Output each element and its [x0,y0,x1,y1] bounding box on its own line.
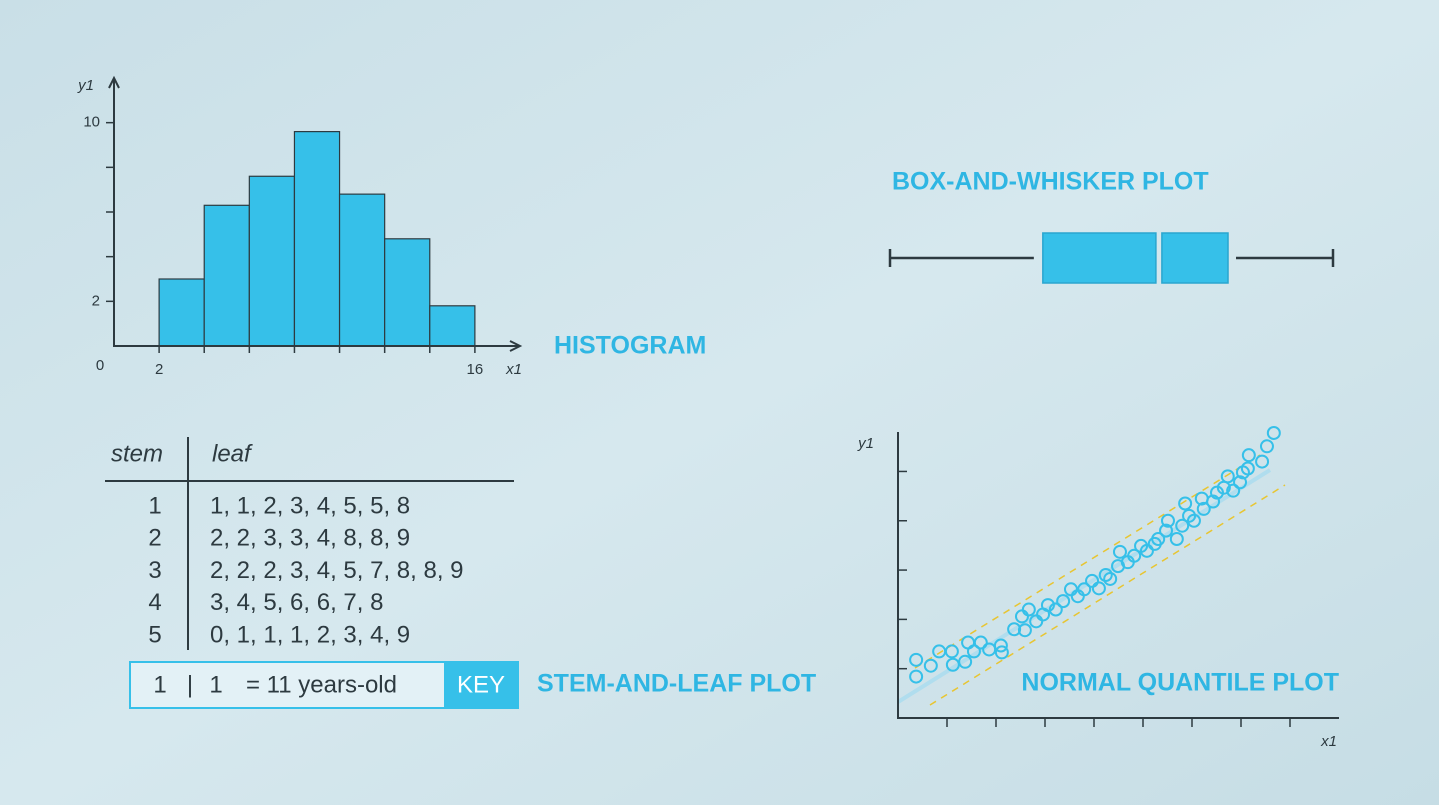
point [1127,548,1142,563]
point [1098,568,1113,582]
bar [158,278,205,347]
key-label: KEY [457,671,505,698]
leaf-header: leaf [212,440,253,467]
point [1021,602,1036,617]
x-arrow [509,340,523,352]
leaves: 1, 1, 2, 3, 4, 5, 5, 8 [210,492,410,519]
point [1240,461,1255,476]
point [1259,439,1274,454]
point [1255,454,1270,469]
stem: 5 [148,622,161,649]
point [1103,571,1118,586]
point [1091,581,1106,596]
point [994,645,1009,660]
point [1196,501,1211,516]
point [958,654,973,669]
box-lower [1042,232,1157,284]
bar [293,131,341,347]
point [1169,532,1184,547]
stem-leaf-title: STEM-AND-LEAF PLOT [537,670,816,698]
x-tick-label: 16 [467,361,484,378]
point [1206,494,1221,509]
point [1175,518,1190,533]
origin-label: 0 [96,357,104,374]
point [1266,425,1281,440]
point [993,638,1008,653]
key-separator: | [187,671,193,698]
point [966,644,981,659]
stem: 4 [148,589,161,616]
stem: 2 [148,525,161,552]
point [1233,475,1248,490]
point [1085,573,1100,588]
point [1160,513,1175,528]
bar [384,238,431,347]
point [1139,543,1154,558]
point [909,652,924,667]
key-meaning: = 11 years-old [246,671,397,698]
y-tick-label: 10 [83,114,100,131]
bar [248,175,296,347]
leaves: 2, 2, 2, 3, 4, 5, 7, 8, 8, 9 [210,557,464,584]
point [1159,523,1174,538]
y-arrow [108,75,120,89]
chart-title: NORMAL QUANTILE PLOT [1021,669,1339,697]
y-label: y1 [857,435,874,452]
point [1048,602,1063,617]
bound-upper [914,454,1261,669]
y-label: y1 [77,77,94,94]
stem: 3 [148,557,161,584]
point [944,644,959,659]
bar [429,305,476,347]
y-tick-label: 2 [92,292,100,309]
key-leaf: 1 [209,671,222,698]
point [909,669,924,684]
point [1178,496,1193,511]
point [1056,594,1071,609]
x-label: x1 [505,361,522,378]
chart-title: HISTOGRAM [554,332,706,360]
point [973,635,988,650]
point [923,658,938,673]
point [1112,544,1127,559]
point [1077,582,1092,597]
point [1226,483,1241,498]
stem: 1 [148,492,161,519]
charts: 2 10 2 16 0 y1 x1 HISTOGRAM BOX-AND-WHISKER PLOT… [77,75,1339,750]
point [1017,623,1032,638]
box-upper [1161,232,1229,284]
bound-lower [929,484,1286,706]
x-label: x1 [1320,733,1337,750]
point [1186,513,1201,528]
stem-header: stem [111,440,163,467]
bar [203,204,250,347]
key-tag [444,662,518,708]
x-tick-label: 2 [155,361,163,378]
point [1220,469,1235,484]
point [1151,532,1166,547]
key-stem: 1 [153,671,166,698]
point [1040,598,1055,613]
bar [338,193,386,347]
leaves: 0, 1, 1, 1, 2, 3, 4, 9 [210,622,410,649]
leaves: 2, 2, 3, 3, 4, 8, 8, 9 [210,525,410,552]
chart-title: BOX-AND-WHISKER PLOT [892,168,1209,196]
point [1241,448,1256,463]
point [1007,622,1022,637]
leaves: 3, 4, 5, 6, 6, 7, 8 [210,589,383,616]
